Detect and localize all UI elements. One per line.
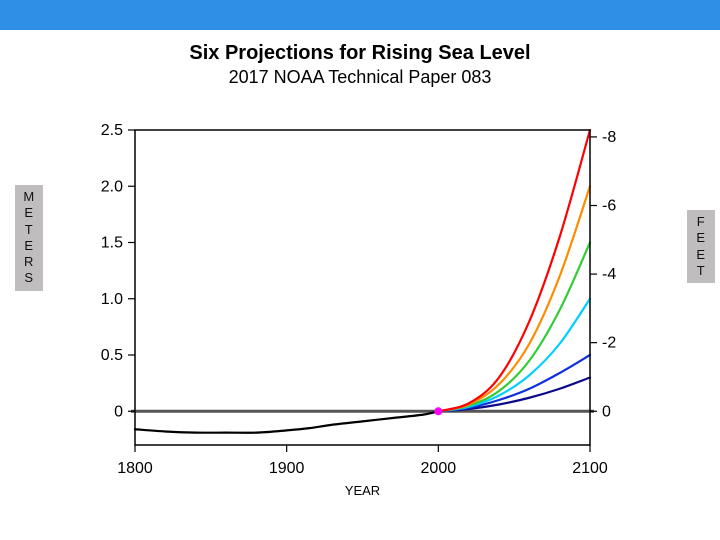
svg-text:1800: 1800 [117,460,153,477]
svg-text:0: 0 [602,403,611,420]
top-accent-bar [0,0,720,30]
svg-text:2.5: 2.5 [101,122,123,139]
svg-text:-2: -2 [602,335,616,352]
svg-text:1.0: 1.0 [101,291,123,308]
slide: Six Projections for Rising Sea Level 201… [0,0,720,540]
svg-text:2000: 2000 [421,460,457,477]
svg-text:0.5: 0.5 [101,347,123,364]
svg-text:-6: -6 [602,198,616,215]
chart-svg: 1800 1900 2000 2100 YEAR 0 0.5 1.0 1.5 2.0 2.5 0 -2 -… [70,110,650,500]
chart-title: Six Projections for Rising Sea Level [0,42,720,65]
chart: METERS FEET 1800190020002100YEAR00.51.01… [70,110,650,500]
svg-text:2100: 2100 [572,460,608,477]
svg-text:-4: -4 [602,266,616,283]
svg-text:1900: 1900 [269,460,305,477]
y-left-unit-label: METERS [15,185,43,291]
y-right-unit-label: FEET [687,210,715,283]
title-block: Six Projections for Rising Sea Level 201… [0,42,720,88]
svg-text:YEAR: YEAR [345,483,380,498]
svg-text:-8: -8 [602,129,616,146]
svg-text:2.0: 2.0 [101,178,123,195]
chart-subtitle: 2017 NOAA Technical Paper 083 [0,67,720,88]
svg-text:1.5: 1.5 [101,235,123,252]
svg-text:0: 0 [114,403,123,420]
marker-2000 [434,407,442,415]
